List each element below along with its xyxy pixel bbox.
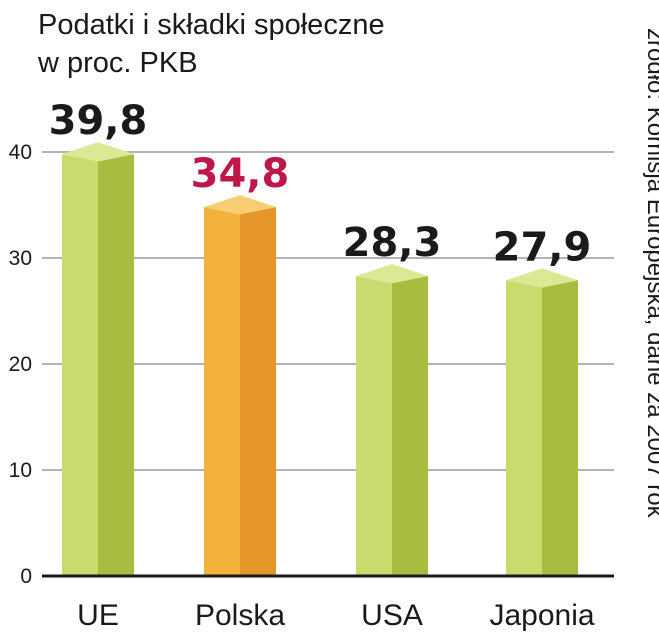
bars [62, 142, 578, 576]
bar-top-face [356, 264, 428, 284]
value-label: 39,8 [49, 98, 148, 144]
bar-front-face [356, 276, 392, 576]
x-category-label: Polska [195, 599, 285, 632]
y-tick-label: 10 [9, 459, 32, 482]
chart-title-line-2: w proc. PKB [37, 47, 198, 79]
x-axis-categories: UE Polska USA Japonia [77, 599, 595, 632]
bar-top-face [506, 268, 578, 288]
bar-front-face [506, 280, 542, 576]
y-axis-ticks: 0 10 20 30 40 [9, 141, 32, 588]
y-tick-label: 0 [20, 565, 32, 588]
bar-front-face [204, 207, 240, 576]
chart-title-line-1: Podatki i składki społeczne [38, 9, 385, 41]
bar-ue [62, 142, 134, 576]
bar-side-face [542, 280, 578, 576]
value-label: 28,3 [343, 220, 442, 266]
y-tick-label: 20 [9, 353, 32, 376]
x-category-label: UE [77, 599, 119, 632]
bar-japonia [506, 268, 578, 576]
bar-polska [204, 195, 276, 576]
y-tick-label: 30 [9, 247, 32, 270]
value-label: 27,9 [493, 224, 592, 270]
bar-side-face [392, 276, 428, 576]
x-category-label: USA [361, 599, 423, 632]
bar-usa [356, 264, 428, 576]
bar-top-face [204, 195, 276, 215]
value-label: 34,8 [191, 151, 290, 197]
bar-top-face [62, 142, 134, 162]
value-labels: 39,8 34,8 28,3 27,9 [49, 98, 592, 270]
source-note: źródło: Komisja Europejska, dane za 2007… [642, 28, 659, 519]
bar-front-face [62, 154, 98, 576]
x-category-label: Japonia [489, 599, 594, 632]
bar-side-face [98, 154, 134, 576]
y-tick-label: 40 [9, 141, 32, 164]
bar-side-face [240, 207, 276, 576]
